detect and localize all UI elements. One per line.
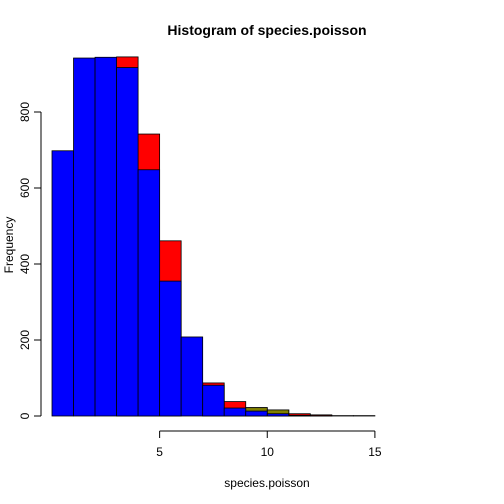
x-axis-label: species.poisson — [224, 476, 309, 490]
histogram-bar — [180, 336, 204, 417]
y-axis-label: Frequency — [2, 217, 16, 274]
histogram-bar — [73, 57, 96, 417]
histogram-bar — [223, 407, 247, 417]
y-tick-label: 0 — [18, 412, 32, 419]
y-tick-label: 800 — [18, 102, 32, 122]
y-tick-label: 400 — [18, 254, 32, 274]
histogram-bar — [116, 67, 139, 417]
histogram-bar — [137, 169, 161, 417]
histogram-bar — [288, 414, 311, 417]
histogram-bar — [94, 56, 117, 417]
histogram-bar — [202, 384, 225, 417]
y-tick-label: 600 — [18, 178, 32, 198]
x-tick-label: 15 — [368, 445, 382, 459]
histogram-bar — [266, 413, 290, 417]
axes-layer: 5 10 15 0 200 400 600 800 — [18, 102, 382, 459]
chart-title: Histogram of species.poisson — [167, 22, 366, 38]
x-tick-label: 10 — [261, 445, 275, 459]
histogram-bar — [245, 410, 268, 417]
y-tick-label: 200 — [18, 330, 32, 350]
histogram-bar — [51, 150, 74, 417]
bars-layer — [51, 56, 376, 417]
histogram-bar — [159, 280, 182, 417]
x-tick-label: 5 — [156, 445, 163, 459]
